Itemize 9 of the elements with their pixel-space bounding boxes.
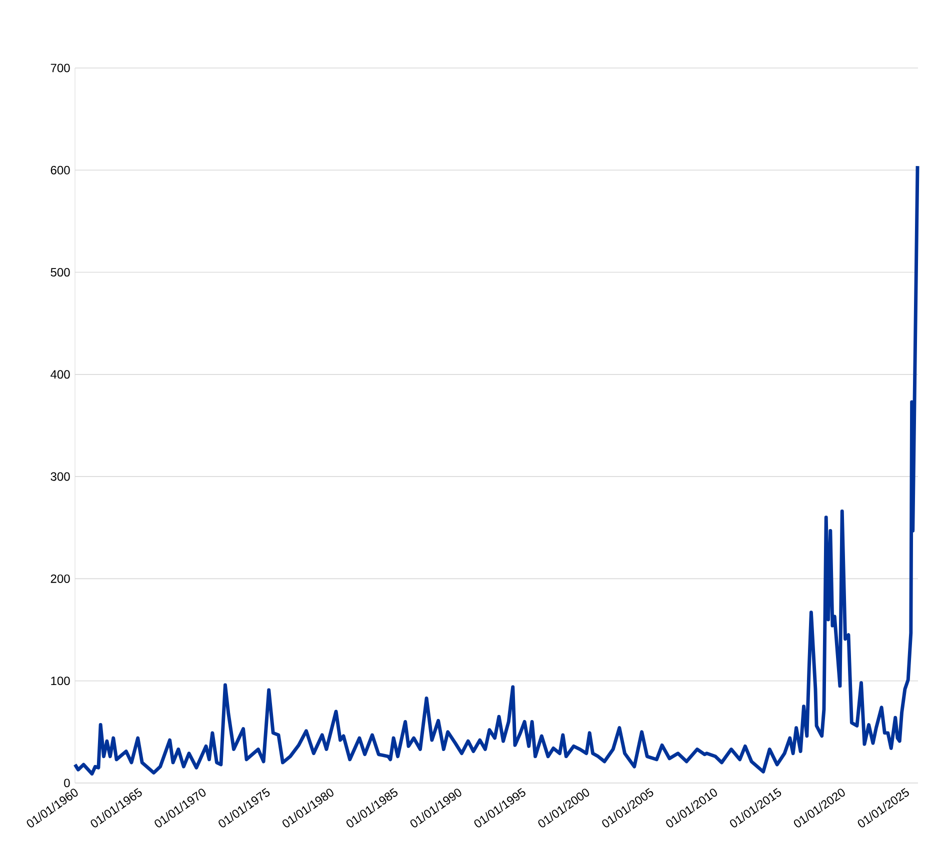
y-tick-label: 600 [50, 166, 70, 174]
y-tick-label: 400 [50, 370, 70, 379]
y-tick-label: 500 [50, 268, 70, 277]
y-tick-label: 100 [51, 676, 70, 686]
line-series [73, 164, 920, 776]
y-tick-label: 0 [64, 778, 70, 788]
y-tick-label: 200 [50, 574, 70, 583]
y-tick-label: 700 [50, 64, 70, 72]
y-tick-label: 300 [50, 472, 70, 481]
